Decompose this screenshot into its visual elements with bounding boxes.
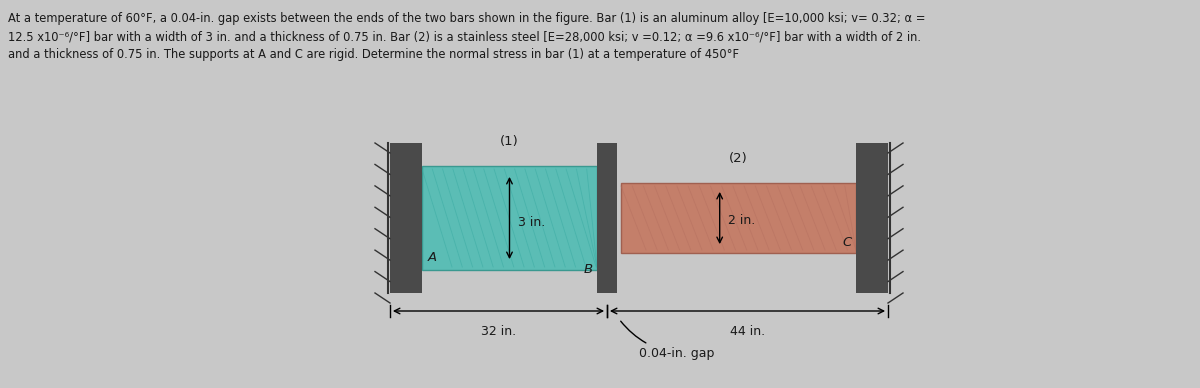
Text: (1): (1) bbox=[500, 135, 518, 148]
Text: 32 in.: 32 in. bbox=[481, 325, 516, 338]
Text: 2 in.: 2 in. bbox=[727, 213, 755, 227]
Text: 44 in.: 44 in. bbox=[730, 325, 766, 338]
Text: and a thickness of 0.75 in. The supports at A and C are rigid. Determine the nor: and a thickness of 0.75 in. The supports… bbox=[8, 48, 739, 61]
Bar bbox=[856, 143, 888, 293]
Bar bbox=[390, 143, 422, 293]
Bar bbox=[622, 183, 856, 253]
Text: 3 in.: 3 in. bbox=[517, 215, 545, 229]
Text: (2): (2) bbox=[730, 152, 748, 165]
Text: C: C bbox=[842, 236, 852, 249]
Text: 0.04-in. gap: 0.04-in. gap bbox=[620, 321, 714, 360]
Bar bbox=[422, 166, 598, 270]
Text: B: B bbox=[584, 263, 593, 276]
Text: At a temperature of 60°F, a 0.04-in. gap exists between the ends of the two bars: At a temperature of 60°F, a 0.04-in. gap… bbox=[8, 12, 925, 25]
Bar bbox=[598, 143, 617, 293]
Text: A: A bbox=[428, 251, 437, 264]
Text: 12.5 x10⁻⁶/°F] bar with a width of 3 in. and a thickness of 0.75 in. Bar (2) is : 12.5 x10⁻⁶/°F] bar with a width of 3 in.… bbox=[8, 30, 922, 43]
